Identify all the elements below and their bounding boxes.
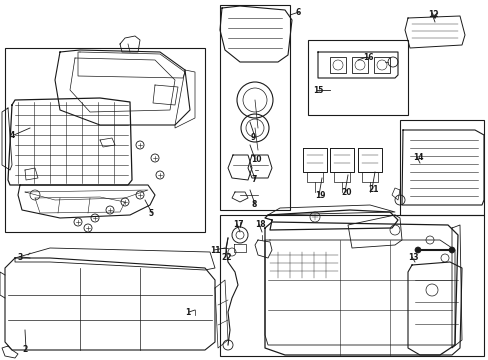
Text: 19: 19 [314,191,325,200]
Circle shape [448,247,454,253]
Bar [220,5,289,210]
Text: 11: 11 [209,246,220,255]
Text: 20: 20 [340,188,351,197]
Text: 16: 16 [362,53,373,62]
Text: 5: 5 [148,209,153,218]
Text: 8: 8 [250,200,256,209]
Text: 6: 6 [294,8,300,17]
Bar [220,215,483,356]
Text: 14: 14 [412,153,423,162]
Bar [351,57,367,73]
Bar [5,48,204,232]
Bar [329,57,346,73]
Text: 21: 21 [367,185,378,194]
Text: 4: 4 [10,131,15,140]
Text: 15: 15 [312,86,323,95]
Text: 9: 9 [250,133,256,142]
Circle shape [414,247,420,253]
Text: 3: 3 [18,253,23,262]
Text: 17: 17 [232,220,243,229]
Bar [373,57,389,73]
Text: 1: 1 [184,308,190,317]
Text: 12: 12 [427,10,438,19]
Text: 18: 18 [254,220,265,229]
Bar [307,40,407,115]
Text: 2: 2 [22,345,27,354]
Bar [399,120,483,215]
Text: 22: 22 [221,253,231,262]
Text: 13: 13 [407,253,418,262]
Text: 10: 10 [250,155,261,164]
Text: 7: 7 [250,175,256,184]
